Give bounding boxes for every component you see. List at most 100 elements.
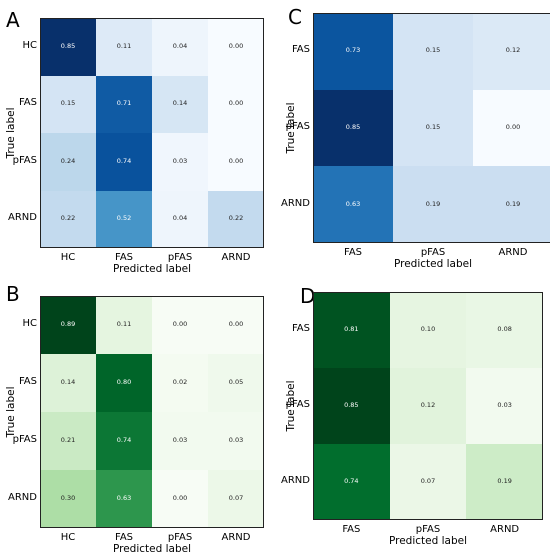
panel-a-cell	[152, 133, 208, 191]
panel-b-cell-value: 0.00	[172, 320, 188, 328]
panel-c-cell-value: 0.19	[425, 199, 441, 208]
panel-d-cell	[313, 292, 390, 368]
panel-c-xtick: pFAS	[420, 247, 446, 258]
panel-d-xtick: FAS	[342, 524, 361, 535]
panel-a-ytick: FAS	[18, 97, 37, 109]
panel-b-cell-value: 0.03	[228, 436, 244, 444]
panel-a-cell	[40, 18, 96, 76]
panel-c-cell	[473, 89, 550, 167]
panel-b-cell-value: 0.00	[228, 320, 244, 328]
panel-d-cell-value: 0.12	[420, 401, 436, 409]
panel-c-cell-value: 0.15	[425, 123, 441, 131]
panel-c-cell	[313, 13, 393, 90]
panel-d-cell	[466, 368, 543, 444]
panel-b-cell	[40, 470, 96, 528]
panel-c-xlabel: Predicted label	[393, 258, 473, 270]
panel-a-ytick: ARND	[8, 212, 37, 224]
panel-a-cell-value: 0.11	[116, 41, 132, 50]
panel-b-cell	[152, 412, 208, 470]
panel-b-cell	[40, 296, 96, 354]
panel-c-cell-value: 0.63	[345, 199, 361, 208]
panel-a-cell-value: 0.00	[228, 156, 244, 165]
panel-c-cell	[473, 13, 550, 90]
panel-b-cell	[96, 470, 152, 528]
panel-b-cell-value: 0.80	[116, 378, 132, 386]
panel-b-ytick: ARND	[8, 492, 37, 503]
panel-d-cell-value: 0.19	[497, 477, 512, 485]
panel-a-cell-value: 0.85	[60, 41, 76, 50]
panel-b-ytick: FAS	[18, 376, 37, 387]
panel-a-cell-value: 0.15	[60, 99, 76, 108]
panel-b-cell-value: 0.21	[60, 436, 76, 444]
panel-a-cell	[208, 18, 264, 76]
panel-a-cell-value: 0.03	[172, 156, 188, 165]
panel-d-letter: D	[300, 284, 316, 308]
panel-a-cell-value: 0.00	[228, 99, 244, 108]
panel-d-cell	[313, 444, 390, 520]
panel-c-cell	[313, 89, 393, 167]
panel-a-xtick: ARND	[221, 252, 251, 263]
panel-d-ytick: FAS	[291, 323, 310, 334]
panel-a-cell	[96, 18, 152, 76]
panel-b-xtick: HC	[60, 532, 76, 543]
panel-a-cell	[96, 190, 152, 248]
panel-c-xtick: ARND	[498, 247, 528, 258]
panel-a-cell-value: 0.71	[116, 99, 132, 108]
panel-d-cell	[466, 444, 543, 520]
panel-d-cell-value: 0.07	[420, 477, 436, 485]
panel-d-cell-value: 0.03	[497, 401, 512, 409]
panel-d-cell	[313, 368, 390, 444]
panel-d-cell-value: 0.08	[497, 325, 512, 333]
panel-b-cell	[96, 412, 152, 470]
panel-b-cell	[40, 354, 96, 412]
panel-a-ytick: pFAS	[12, 154, 37, 166]
panel-d-cell-value: 0.81	[344, 325, 359, 333]
panel-b-cell-value: 0.74	[116, 436, 132, 444]
panel-c-cell	[393, 13, 473, 90]
panel-c-cell	[393, 89, 473, 167]
panel-b-xtick: pFAS	[167, 532, 193, 543]
panel-b-cell	[208, 296, 264, 354]
panel-b-cell-value: 0.30	[60, 494, 76, 502]
panel-b-cell-value: 0.63	[116, 494, 132, 502]
panel-c-letter: C	[288, 5, 302, 29]
panel-d-ylabel: True label	[285, 380, 297, 432]
panel-c-ytick: pFAS	[285, 121, 310, 132]
panel-a-cell-value: 0.04	[172, 214, 188, 223]
panel-a-cell-value: 0.74	[116, 156, 132, 165]
panel-c-cell-value: 0.19	[505, 199, 521, 208]
panel-c-cell	[313, 166, 393, 243]
panel-c-cell-value: 0.73	[345, 46, 361, 55]
panel-d-ytick: ARND	[281, 475, 310, 486]
panel-b-ytick: HC	[22, 318, 37, 329]
panel-c-ytick: ARND	[281, 197, 310, 209]
panel-b-cell-value: 0.02	[172, 378, 188, 386]
panel-a-cell-value: 0.22	[228, 214, 244, 223]
panel-c-ylabel: True label	[285, 102, 297, 154]
panel-a-cell	[40, 75, 96, 133]
panel-b-xtick: FAS	[114, 532, 134, 543]
panel-d-cell	[389, 368, 467, 444]
panel-b-cell-value: 0.05	[228, 378, 244, 386]
panel-a-cell	[96, 75, 152, 133]
panel-c-cell	[473, 166, 550, 243]
panel-a-cell	[40, 133, 96, 191]
panel-d-cell-value: 0.85	[344, 401, 359, 409]
panel-d-ytick: pFAS	[285, 399, 310, 410]
panel-a-letter: A	[6, 8, 20, 32]
panel-d-xlabel: Predicted label	[388, 535, 468, 547]
panel-a-xlabel: Predicted label	[112, 263, 192, 275]
panel-b-cell-value: 0.11	[116, 320, 132, 328]
panel-a-cell	[152, 190, 208, 248]
panel-c-cell-value: 0.85	[345, 123, 361, 131]
panel-d-cell	[389, 444, 467, 520]
panel-a-cell-value: 0.52	[116, 214, 132, 223]
panel-a-ytick: HC	[22, 39, 37, 51]
panel-c-cell-value: 0.00	[505, 123, 521, 131]
panel-a-cell-value: 0.04	[172, 41, 188, 50]
panel-a-cell-value: 0.00	[228, 41, 244, 50]
panel-b-cell	[208, 470, 264, 528]
panel-a-ylabel: True label	[5, 107, 17, 159]
panel-d-cell-value: 0.74	[344, 477, 359, 485]
panel-c-cell	[393, 166, 473, 243]
